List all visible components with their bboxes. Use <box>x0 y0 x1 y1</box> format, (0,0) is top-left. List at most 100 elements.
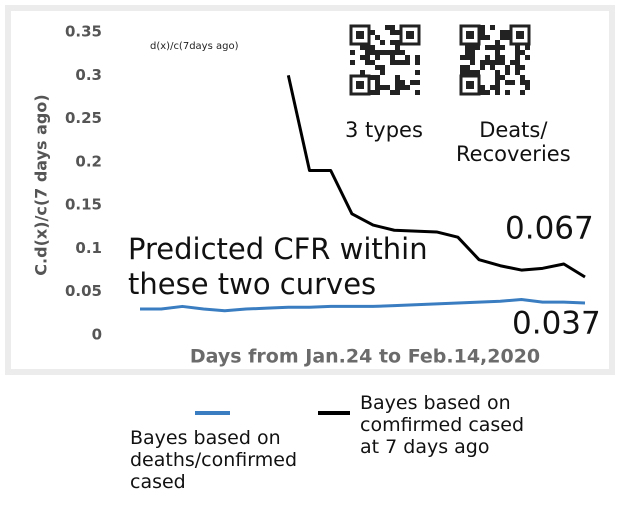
qr-cell <box>370 30 375 35</box>
qr-cell <box>495 90 500 95</box>
qr-cell <box>525 80 530 85</box>
qr-finder <box>516 31 524 39</box>
y-tick-label: 0 <box>92 326 102 344</box>
qr-cell <box>525 45 530 50</box>
qr-cell <box>400 60 405 65</box>
qr-finder <box>466 31 474 39</box>
qr-cell <box>515 65 520 70</box>
qr-cell <box>415 60 420 65</box>
qr-cell <box>485 60 490 65</box>
qr-cell <box>470 60 475 65</box>
qr-cell <box>390 30 395 35</box>
qr-cell <box>465 55 470 60</box>
qr-cell <box>360 55 365 60</box>
qr-cell <box>490 65 495 70</box>
qr-cell <box>380 40 385 45</box>
qr-cell <box>495 40 500 45</box>
qr-cell <box>520 65 525 70</box>
qr-cell <box>385 85 390 90</box>
qr-cell <box>415 70 420 75</box>
qr-cell <box>475 70 480 75</box>
qr-cell <box>475 45 480 50</box>
y-tick-label: 0.25 <box>65 109 102 127</box>
qr-cell <box>500 60 505 65</box>
qr-cell <box>375 55 380 60</box>
qr-cell <box>505 35 510 40</box>
qr-cell <box>520 50 525 55</box>
qr-cell <box>375 75 380 80</box>
qr-cell <box>460 65 465 70</box>
y-axis-label: C.d(x)/c(7 days ago) <box>32 94 51 275</box>
line-series <box>286 74 586 279</box>
qr-cell <box>500 55 505 60</box>
qr-cell <box>360 45 365 50</box>
qr-cell <box>385 50 390 55</box>
qr-cell <box>465 70 470 75</box>
qr-cell <box>415 90 420 95</box>
qr-cell <box>380 65 385 70</box>
qr-code <box>459 24 531 96</box>
qr-cell <box>495 80 500 85</box>
qr-cell <box>505 65 510 70</box>
qr-cell <box>370 90 375 95</box>
qr-cell <box>515 60 520 65</box>
qr-cell <box>480 60 485 65</box>
qr-cell <box>390 50 395 55</box>
qr-cell <box>395 75 400 80</box>
qr-cell <box>415 55 420 60</box>
qr-cell <box>490 60 495 65</box>
qr-cell <box>395 80 400 85</box>
qr-cell <box>515 70 520 75</box>
qr-cell <box>480 65 485 70</box>
frame <box>5 5 615 375</box>
qr-cell <box>405 85 410 90</box>
qr-cell <box>375 90 380 95</box>
qr-cell <box>390 55 395 60</box>
qr-cell <box>500 45 505 50</box>
qr-cell <box>370 50 375 55</box>
qr-cell <box>480 90 485 95</box>
qr-cell <box>520 75 525 80</box>
qr-cell <box>375 65 380 70</box>
qr-finder <box>356 31 364 39</box>
qr-cell <box>505 80 510 85</box>
qr-cell <box>495 85 500 90</box>
qr-cell <box>470 55 475 60</box>
qr-cell <box>375 85 380 90</box>
y-tick-label: 0.15 <box>65 196 102 214</box>
qr-cell <box>505 70 510 75</box>
qr-cell <box>390 25 395 30</box>
qr-cell <box>480 85 485 90</box>
qr-cell <box>510 80 515 85</box>
qr-cell <box>380 85 385 90</box>
annotation: Predicted CFR within these two curves <box>128 232 428 301</box>
qr-cell <box>465 50 470 55</box>
qr-finder <box>466 81 474 89</box>
qr-cell <box>370 75 375 80</box>
y-tick-label: 0.1 <box>75 239 102 257</box>
annotation: Deats/ Recoveries <box>456 118 571 167</box>
qr-cell <box>495 75 500 80</box>
qr-cell <box>365 50 370 55</box>
x-axis-label: Days from Jan.24 to Feb.14,2020 <box>190 346 540 368</box>
qr-cell <box>525 55 530 60</box>
qr-cell <box>520 90 525 95</box>
y-tick-label: 0.3 <box>75 66 102 84</box>
qr-cell <box>460 70 465 75</box>
qr-cell <box>410 80 415 85</box>
qr-cell <box>370 45 375 50</box>
qr-cell <box>480 30 485 35</box>
subtitle: d(x)/c(7days ago) <box>150 41 239 52</box>
qr-cell <box>500 75 505 80</box>
qr-cell <box>395 40 400 45</box>
qr-cell <box>390 60 395 65</box>
y-tick-label: 0.35 <box>65 23 102 41</box>
qr-cell <box>385 25 390 30</box>
qr-cell <box>365 55 370 60</box>
qr-cell <box>485 45 490 50</box>
qr-cell <box>485 35 490 40</box>
qr-cell <box>360 70 365 75</box>
qr-cell <box>415 80 420 85</box>
